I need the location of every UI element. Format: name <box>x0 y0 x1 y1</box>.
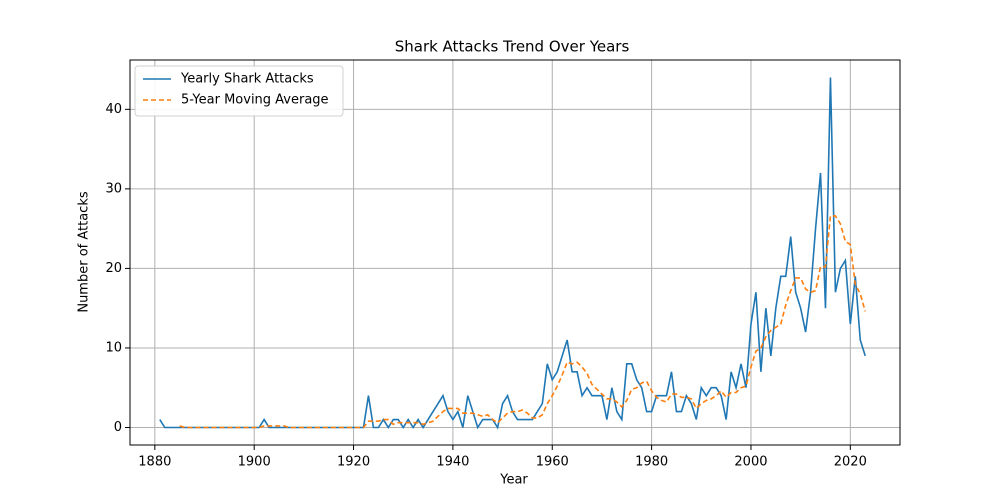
legend-label: Yearly Shark Attacks <box>180 72 314 87</box>
x-tick-label: 2020 <box>834 455 867 470</box>
chart-title: Shark Attacks Trend Over Years <box>395 38 630 56</box>
series-line <box>179 215 866 429</box>
x-tick-label: 1980 <box>635 455 668 470</box>
legend: Yearly Shark Attacks 5-Year Moving Averag… <box>134 65 344 117</box>
x-tick-label: 1880 <box>138 455 171 470</box>
y-tick-label: 40 <box>105 102 122 117</box>
x-axis-label: Year <box>499 473 528 488</box>
y-tick-label: 10 <box>105 340 122 355</box>
legend-label: 5-Year Moving Average <box>181 93 329 108</box>
y-tick-label: 30 <box>105 181 122 196</box>
x-tick-label: 1940 <box>436 455 469 470</box>
plot-frame <box>129 59 901 446</box>
y-tick-label: 20 <box>105 261 122 276</box>
x-tick-label: 1960 <box>536 455 569 470</box>
y-tick-label: 0 <box>114 420 122 435</box>
x-tick-label: 1920 <box>337 455 370 470</box>
legend-box <box>134 65 344 117</box>
x-tick-label: 2000 <box>734 455 767 470</box>
y-axis-label: Number of Attacks <box>77 191 92 313</box>
x-tick-label: 1900 <box>238 455 271 470</box>
